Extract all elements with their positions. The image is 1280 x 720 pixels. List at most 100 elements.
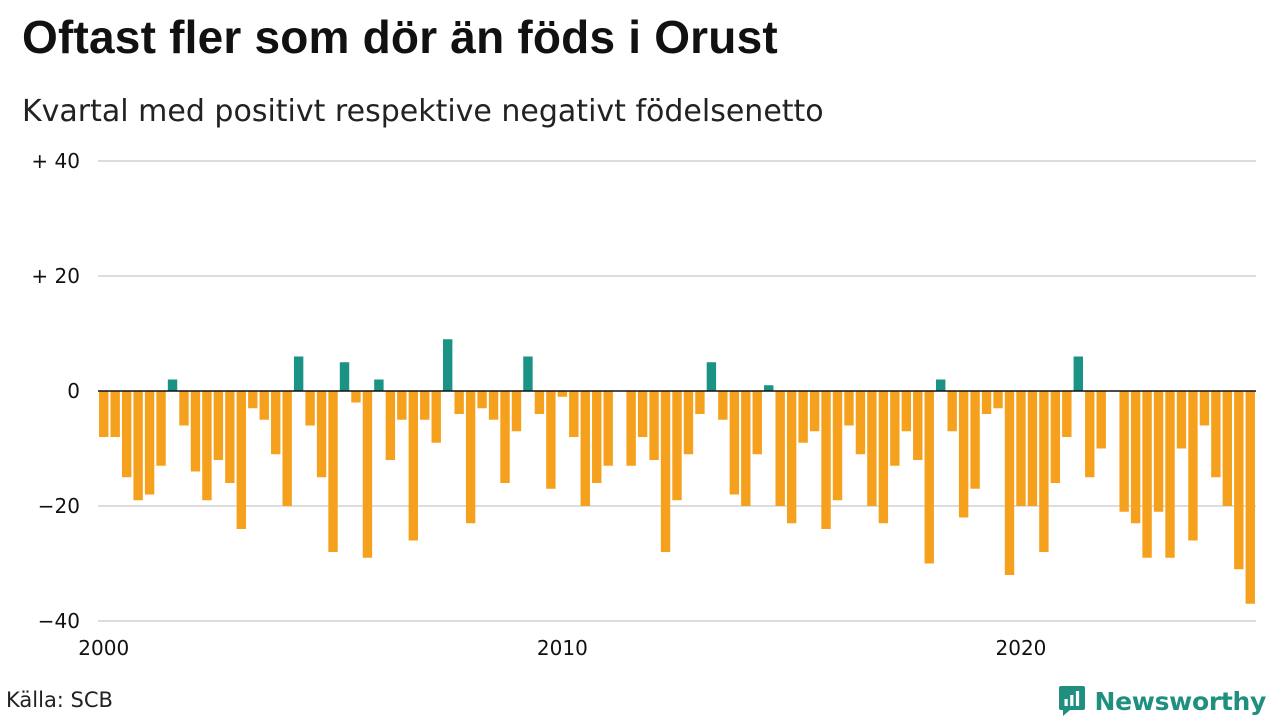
bar [305, 391, 315, 426]
bar [133, 391, 143, 501]
bar [741, 391, 751, 506]
bar [1062, 391, 1072, 437]
bar [683, 391, 694, 455]
bar [477, 391, 487, 409]
source-note: Källa: SCB [6, 688, 113, 712]
bar [225, 391, 235, 483]
bar [1211, 391, 1221, 478]
bar [282, 391, 292, 506]
bar [1234, 391, 1244, 570]
bar [855, 391, 866, 455]
bar [1245, 391, 1255, 604]
bar [121, 391, 132, 478]
bar [1188, 391, 1198, 541]
bar [167, 379, 178, 391]
bar [752, 391, 762, 455]
bar [420, 391, 430, 420]
bar [786, 391, 797, 524]
bar [947, 391, 957, 432]
bar [626, 391, 636, 466]
bar [809, 391, 820, 432]
bar [442, 339, 453, 391]
bar [1004, 391, 1015, 575]
bar [867, 391, 877, 506]
bar [179, 391, 189, 426]
bar [454, 391, 464, 414]
bar [408, 391, 418, 541]
bar [970, 391, 980, 489]
bar [924, 391, 934, 564]
y-tick-label: −40 [38, 609, 80, 633]
bar [1222, 391, 1233, 506]
bar [339, 362, 350, 391]
bar [1039, 391, 1049, 552]
brand-logo[interactable]: Newsworthy [1057, 684, 1267, 718]
bar [546, 391, 556, 489]
bar [672, 391, 682, 501]
bar [293, 356, 304, 391]
bar [465, 391, 476, 524]
y-tick-label: + 40 [31, 149, 80, 173]
chart-title: Oftast fler som dör än föds i Orust [22, 11, 778, 63]
bar [1016, 391, 1026, 506]
chart-subtitle: Kvartal med positivt respektive negativt… [22, 94, 824, 129]
x-tick-label: 2020 [996, 636, 1047, 660]
bar [213, 391, 224, 460]
bar-chart-speech-bubble-icon [1058, 686, 1085, 716]
bar [328, 391, 338, 552]
bar [878, 391, 889, 524]
bars [99, 339, 1255, 604]
bar [316, 391, 327, 478]
bar [511, 391, 522, 432]
bar [1176, 391, 1187, 449]
grid-lines [98, 160, 1256, 622]
x-tick-label: 2010 [537, 636, 588, 660]
y-tick-label: −20 [38, 494, 80, 518]
bar [637, 391, 648, 437]
bar [156, 391, 166, 466]
bar [202, 391, 212, 501]
bar [993, 391, 1003, 409]
bar [821, 391, 831, 529]
x-tick-label: 2000 [78, 636, 129, 660]
bar [190, 391, 201, 472]
bar [1085, 391, 1095, 478]
bar [660, 391, 671, 552]
bar [534, 391, 545, 414]
bar [1142, 391, 1152, 558]
bar [936, 379, 946, 391]
bar [706, 362, 717, 391]
bar [500, 391, 510, 483]
y-tick-label: + 20 [31, 264, 80, 288]
bar [431, 391, 441, 443]
bar [890, 391, 900, 466]
bar [385, 391, 396, 460]
bar [557, 391, 568, 397]
bar [271, 391, 281, 455]
bar [718, 391, 728, 420]
bar [981, 391, 992, 414]
bar [844, 391, 854, 426]
bar [569, 391, 579, 437]
bar [1027, 391, 1038, 506]
bar [523, 356, 533, 391]
bar [901, 391, 912, 432]
bar [958, 391, 969, 518]
y-tick-label: 0 [67, 379, 80, 403]
bar [144, 391, 155, 495]
bar [99, 391, 109, 437]
bar [798, 391, 808, 443]
bar [362, 391, 373, 558]
bar [580, 391, 590, 506]
bar [1199, 391, 1210, 426]
brand-name: Newsworthy [1094, 686, 1267, 716]
bar [397, 391, 407, 420]
bar [1119, 391, 1129, 512]
bar [351, 391, 361, 403]
bar [729, 391, 740, 495]
x-axis-tick-labels: 2000 2010 2020 [78, 636, 1046, 660]
bar [695, 391, 705, 414]
bar [649, 391, 659, 460]
bar [764, 385, 774, 391]
